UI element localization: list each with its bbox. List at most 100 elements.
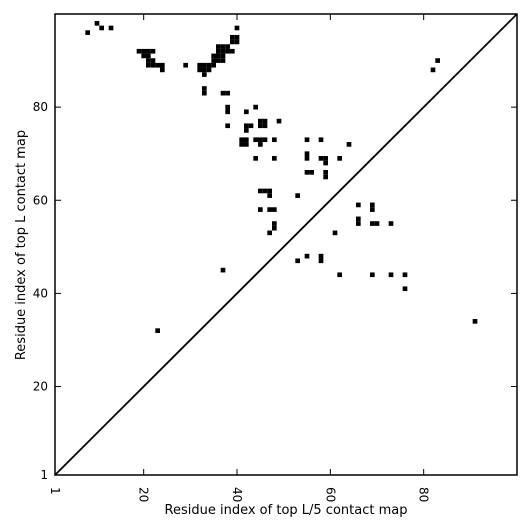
x-tick-label: 80 bbox=[417, 487, 431, 502]
contact-cell-lower bbox=[155, 328, 160, 333]
contact-cell-upper bbox=[323, 156, 328, 161]
contact-cell-upper bbox=[234, 34, 240, 40]
contact-cell-upper bbox=[272, 221, 277, 226]
contact-cell-upper bbox=[276, 118, 282, 124]
contact-cell-upper bbox=[272, 156, 277, 161]
contact-cell-upper bbox=[211, 58, 216, 63]
contact-cell-upper bbox=[211, 62, 216, 68]
contact-cell-upper bbox=[370, 207, 375, 212]
contact-cell-upper bbox=[183, 62, 188, 68]
contact-cell-upper bbox=[318, 137, 324, 143]
contact-cell-upper bbox=[211, 53, 216, 59]
contact-cell-upper bbox=[253, 156, 258, 161]
contact-cell-upper bbox=[216, 48, 221, 54]
contact-cell-upper bbox=[220, 48, 226, 54]
contact-cells-layer bbox=[85, 20, 478, 333]
contact-cell-upper bbox=[146, 58, 151, 63]
contact-cell-upper bbox=[388, 221, 394, 226]
contact-cell-upper bbox=[230, 39, 235, 45]
contact-cell-upper bbox=[272, 225, 277, 231]
contact-cell-upper bbox=[160, 62, 165, 68]
contact-cell-upper bbox=[234, 39, 240, 45]
y-tick-label: 80 bbox=[33, 100, 48, 114]
contact-cell-upper bbox=[295, 258, 300, 264]
contact-cell-upper bbox=[356, 202, 361, 208]
contact-cell-upper bbox=[258, 188, 263, 194]
contact-cell-upper bbox=[136, 48, 142, 54]
contact-cell-upper bbox=[220, 53, 226, 59]
contact-cell-upper bbox=[337, 272, 342, 278]
contact-cell-upper bbox=[239, 142, 244, 147]
plot-frame bbox=[54, 13, 518, 476]
contact-cell-upper bbox=[225, 104, 230, 110]
y-tick-label: 20 bbox=[33, 380, 48, 394]
contact-cell-upper bbox=[150, 58, 156, 63]
contact-cell-upper bbox=[197, 67, 202, 73]
contact-cell-upper bbox=[220, 90, 226, 96]
y-axis-ticks: 1 20 40 60 80 bbox=[33, 100, 517, 482]
contact-cell-upper bbox=[304, 156, 310, 161]
contact-cell-upper bbox=[258, 118, 263, 124]
contact-cell-upper bbox=[253, 137, 258, 143]
contact-cell-upper bbox=[370, 272, 375, 278]
contact-cell-upper bbox=[370, 221, 375, 226]
y-tick-label: 1 bbox=[40, 468, 48, 482]
contact-cell-upper bbox=[323, 160, 328, 166]
contact-cell-lower bbox=[220, 267, 226, 273]
contact-cell-upper bbox=[150, 62, 156, 68]
x-axis-label: Residue index of top L/5 contact map bbox=[165, 503, 408, 518]
contact-cell-upper bbox=[244, 137, 249, 143]
contact-cell-upper bbox=[225, 48, 230, 54]
contact-cell-upper bbox=[435, 58, 440, 63]
contact-cell-upper bbox=[267, 188, 272, 194]
contact-cell-upper bbox=[141, 53, 146, 59]
contact-cell-upper bbox=[318, 258, 324, 264]
contact-cell-upper bbox=[295, 193, 300, 198]
contact-cell-upper bbox=[304, 169, 310, 175]
contact-cell-upper bbox=[472, 319, 478, 324]
contact-cell-upper bbox=[99, 25, 104, 31]
contact-cell-upper bbox=[141, 48, 146, 54]
contact-cell-upper bbox=[220, 44, 226, 49]
contact-cell-upper bbox=[332, 230, 338, 236]
contact-cell-upper bbox=[346, 142, 352, 147]
contact-cell-upper bbox=[206, 67, 212, 73]
y-tick-label: 60 bbox=[33, 193, 48, 207]
contact-cell-upper bbox=[244, 128, 249, 133]
contact-cell-upper bbox=[230, 48, 235, 54]
contact-cell-upper bbox=[262, 118, 268, 124]
contact-cell-upper bbox=[267, 193, 272, 198]
contact-cell-upper bbox=[318, 253, 324, 259]
y-axis-label: Residue index of top L contact map bbox=[14, 130, 29, 360]
contact-cell-upper bbox=[402, 286, 408, 292]
contact-cell-upper bbox=[323, 169, 328, 175]
contact-cell-upper bbox=[356, 216, 361, 222]
contact-cell-upper bbox=[258, 137, 263, 143]
contact-cell-upper bbox=[304, 253, 310, 259]
contact-cell-upper bbox=[146, 48, 151, 54]
contact-cell-upper bbox=[304, 137, 310, 143]
contact-cell-upper bbox=[253, 104, 258, 110]
contact-cell-upper bbox=[267, 230, 272, 236]
contact-cell-upper bbox=[197, 62, 202, 68]
contact-cell-upper bbox=[318, 156, 324, 161]
contact-cell-upper bbox=[244, 123, 249, 129]
contact-cell-upper bbox=[309, 169, 314, 175]
contact-cell-upper bbox=[244, 142, 249, 147]
contact-cell-upper bbox=[262, 137, 268, 143]
contact-cell-upper bbox=[202, 62, 207, 68]
contact-cell-upper bbox=[146, 53, 151, 59]
contact-cell-upper bbox=[202, 90, 207, 96]
contact-cell-upper bbox=[272, 207, 277, 212]
contact-cell-upper bbox=[239, 137, 244, 143]
contact-cell-upper bbox=[388, 272, 394, 278]
contact-cell-upper bbox=[225, 44, 230, 49]
contact-cell-upper bbox=[244, 109, 249, 115]
contact-cell-upper bbox=[374, 221, 380, 226]
contact-cell-upper bbox=[155, 62, 160, 68]
contact-cell-upper bbox=[160, 67, 165, 73]
y-tick-label: 40 bbox=[33, 286, 48, 300]
contact-cell-upper bbox=[108, 25, 114, 31]
contact-cell-upper bbox=[323, 174, 328, 180]
